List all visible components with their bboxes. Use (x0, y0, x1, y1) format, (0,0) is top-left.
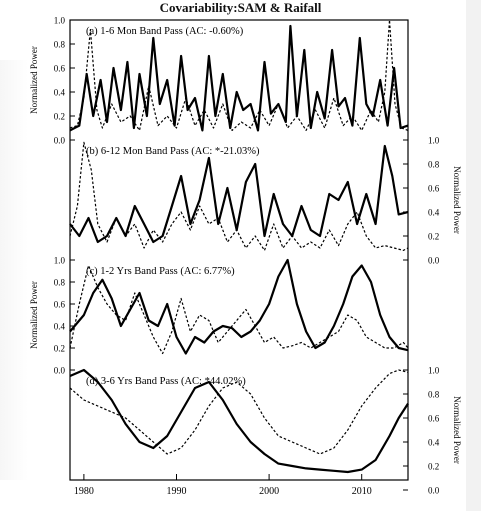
panel-1-ylabel: Normalized Power (452, 166, 462, 234)
panel-3-ytick-label: 1.0 (428, 366, 440, 376)
panel-3-ytick-label: 0.0 (428, 486, 440, 496)
panel-0-ytick-label: 0.0 (54, 136, 66, 146)
panel-1-label: (b) 6-12 Mon Band Pass (AC: *-21.03%) (86, 146, 260, 157)
panel-3-series-dashed-line (69, 369, 409, 455)
panel-2-ytick-label: 0.8 (54, 278, 66, 288)
panel-1-ytick-label: 0.2 (428, 232, 439, 242)
panel-2-series-solid-line (69, 258, 409, 355)
xtick-label: 1990 (166, 486, 186, 497)
panel-1-ytick-label: 0.8 (428, 160, 440, 170)
plot-frame (69, 19, 409, 481)
panel-0-ytick-label: 0.4 (54, 88, 66, 98)
panel-3: (d) 3-6 Yrs Band Pass (AC: *44.02%) 0.0 0.… (69, 366, 462, 496)
panel-1-ytick-label: 0.4 (428, 208, 440, 218)
xtick-label: 2000 (259, 486, 279, 497)
panel-3-ytick-label: 0.6 (428, 414, 440, 424)
panel-0-label: (a) 1-6 Mon Band Pass (AC: -0.60%) (86, 26, 244, 37)
x-axis: 1980 1990 2000 2010 (74, 474, 372, 497)
panel-1-ytick-label: 1.0 (428, 136, 440, 146)
panel-3-ytick-label: 0.8 (428, 390, 440, 400)
panel-2-ytick-label: 0.2 (54, 344, 65, 354)
panel-0-series-dashed-line (69, 19, 409, 131)
panel-3-ytick-label: 0.2 (428, 462, 439, 472)
panel-1-ytick-label: 0.6 (428, 184, 440, 194)
panel-0-ytick-label: 0.8 (54, 40, 66, 50)
panel-3-label: (d) 3-6 Yrs Band Pass (AC: *44.02%) (86, 376, 246, 387)
panel-1-series-solid-line (69, 144, 409, 244)
panel-0: (a) 1-6 Mon Band Pass (AC: -0.60%) 0.0 0.2… (29, 16, 409, 146)
panel-0-ytick-label: 0.6 (54, 64, 66, 74)
panel-3-ytick-label: 0.4 (428, 438, 440, 448)
xtick-label: 1980 (74, 486, 94, 497)
xtick-label: 2010 (352, 486, 372, 497)
panel-2-ytick-label: 0.0 (54, 366, 66, 376)
background-watermark (0, 60, 28, 480)
panel-1: (b) 6-12 Mon Band Pass (AC: *-21.03%) 0.0… (69, 136, 462, 266)
panel-0-ytick-label: 1.0 (54, 16, 66, 26)
right-side-strip (466, 0, 481, 511)
panel-2-label: (c) 1-2 Yrs Band Pass (AC: 6.77%) (86, 266, 235, 277)
panel-1-ytick-label: 0.0 (428, 256, 440, 266)
panels-layer: (a) 1-6 Mon Band Pass (AC: -0.60%) 0.0 0.2… (29, 16, 462, 496)
panel-2-ytick-label: 1.0 (54, 256, 66, 266)
chart-title: Covariability:SAM & Raifall (159, 0, 322, 15)
panel-0-ylabel: Normalized Power (29, 46, 39, 114)
panel-2-ytick-label: 0.4 (54, 322, 66, 332)
panel-0-series-solid-line (69, 24, 409, 132)
panel-2-ylabel: Normalized Power (29, 281, 39, 349)
panel-2-series-dashed-line (69, 264, 409, 355)
panel-2: (c) 1-2 Yrs Band Pass (AC: 6.77%) 0.0 0.2 0… (29, 256, 409, 376)
panel-3-series-solid-line (69, 368, 409, 474)
panel-2-ytick-label: 0.6 (54, 300, 66, 310)
panel-3-ylabel: Normalized Power (452, 396, 462, 464)
panel-0-ytick-label: 0.2 (54, 112, 65, 122)
panel-1-series-dashed-line (69, 141, 409, 251)
